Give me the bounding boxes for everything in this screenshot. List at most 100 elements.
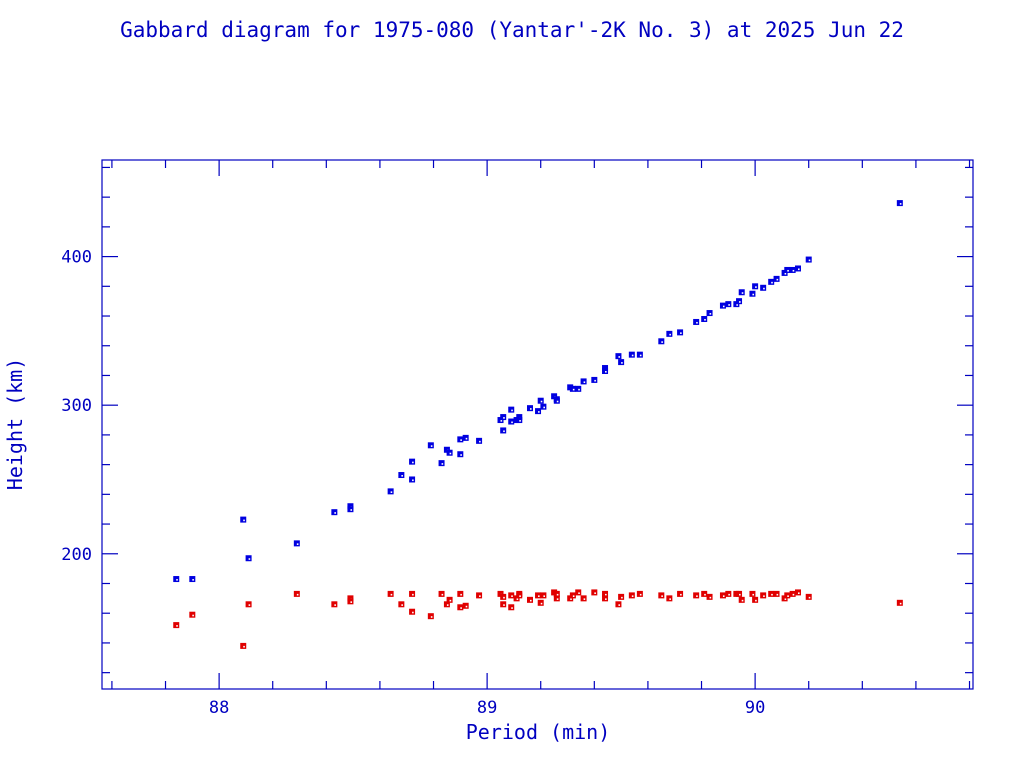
apogee-point-center [755, 286, 757, 288]
data-points [173, 200, 903, 649]
perigee-point-center [543, 595, 545, 597]
plot-frame [101, 159, 974, 690]
perigee-point-center [680, 593, 682, 596]
apogee-point-center [709, 313, 712, 315]
perigee-point-center [556, 593, 559, 596]
perigee-point-center [503, 596, 505, 599]
x-tick-label: 88 [209, 698, 229, 718]
apogee-point-center [248, 558, 251, 560]
perigee-point-center [722, 595, 725, 597]
apogee-point-center [808, 259, 811, 262]
apogee-point-center [503, 417, 505, 419]
apogee-point-center [621, 362, 623, 364]
apogee-point [508, 418, 515, 425]
perigee-point-center [741, 599, 744, 602]
apogee-point-center [192, 579, 194, 581]
apogee-point-center [787, 269, 789, 272]
perigee-point-center [449, 599, 452, 602]
perigee-point-center [441, 593, 444, 596]
perigee-point-center [248, 604, 251, 606]
perigee-point-center [446, 604, 449, 606]
perigee-point-center [412, 593, 414, 596]
perigee-point-center [639, 593, 642, 596]
perigee-point-center [529, 599, 532, 602]
apogee-point-center [680, 332, 682, 334]
apogee-point-center [797, 268, 800, 271]
perigee-point-center [797, 592, 800, 595]
apogee-point-center [540, 400, 543, 403]
apogee-point-center [460, 454, 462, 456]
perigee-point [508, 604, 515, 611]
x-tick-labels: 88 89 90 [209, 698, 765, 718]
apogee-point-center [763, 287, 765, 290]
perigee-point-center [594, 592, 596, 595]
perigee-point-center [296, 593, 299, 596]
y-axis-label: Height (km) [3, 358, 27, 490]
perigee-point-center [618, 604, 621, 606]
perigee-point-center [572, 595, 575, 597]
apogee-point-center [441, 463, 444, 465]
apogee-point-center [296, 543, 299, 545]
perigee-point-center [192, 614, 194, 617]
axis-ticks [102, 160, 973, 689]
perigee-point-center [540, 602, 543, 605]
apogee-point-center [741, 292, 744, 294]
apogee-point-center [460, 439, 462, 441]
apogee-point-center [511, 409, 513, 412]
perigee-point-center [605, 593, 607, 596]
perigee-point-center [401, 604, 403, 606]
apogee-point-center [176, 579, 178, 581]
perigee-point-center [570, 598, 572, 600]
perigee-point-center [709, 596, 712, 599]
perigee-point-center [243, 645, 245, 648]
apogee-point-center [784, 272, 787, 275]
apogee-point-center [543, 406, 545, 409]
perigee-point-center [787, 595, 789, 597]
perigee-point-center [739, 593, 741, 596]
apogee-point-center [661, 341, 663, 343]
perigee-point-center [776, 593, 779, 596]
perigee-point-center [704, 593, 706, 596]
apogee-point-center [578, 388, 580, 391]
perigee-point-center [430, 616, 433, 618]
perigee-point-center [621, 596, 623, 599]
apogee-point-center [583, 381, 586, 384]
perigee-point-center [631, 595, 634, 597]
apogee-point-center [771, 281, 773, 284]
perigee-point-center [390, 593, 393, 596]
apogee-point-center [503, 430, 505, 433]
apogee-point-center [605, 371, 607, 373]
perigee-point-center [792, 593, 795, 596]
apogee-point-center [500, 420, 503, 422]
apogee-point-center [728, 304, 730, 306]
perigee-point-center [460, 607, 462, 609]
perigee-point-center [334, 604, 336, 606]
perigee-point-center [519, 595, 521, 597]
x-tick-label: 89 [477, 698, 497, 718]
y-tick-labels: 200 300 400 [61, 248, 92, 565]
y-tick-label: 200 [61, 545, 92, 565]
apogee-point-center [479, 440, 481, 443]
perigee-point-center [784, 598, 787, 600]
perigee-point-center [176, 625, 178, 627]
apogee-point-center [669, 333, 671, 336]
apogee-point-center [899, 203, 902, 205]
apogee-point-center [334, 512, 336, 514]
chart-title: Gabbard diagram for 1975-080 (Yantar'-2K… [120, 18, 904, 42]
perigee-point-center [412, 611, 414, 614]
perigee-point-center [556, 598, 559, 600]
perigee-point-center [728, 593, 730, 596]
apogee-point-center [704, 318, 706, 321]
perigee-point-center [755, 599, 757, 602]
apogee-point-center [412, 479, 414, 482]
perigee-point-center [460, 593, 462, 596]
y-tick-label: 400 [61, 248, 92, 268]
perigee-point-center [503, 604, 505, 606]
perigee-point-center [763, 595, 765, 597]
perigee-point-center [511, 607, 513, 609]
y-tick-label: 300 [61, 396, 92, 416]
perigee-point-center [899, 602, 902, 605]
perigee-point-center [696, 595, 698, 597]
apogee-point-center [511, 421, 513, 424]
